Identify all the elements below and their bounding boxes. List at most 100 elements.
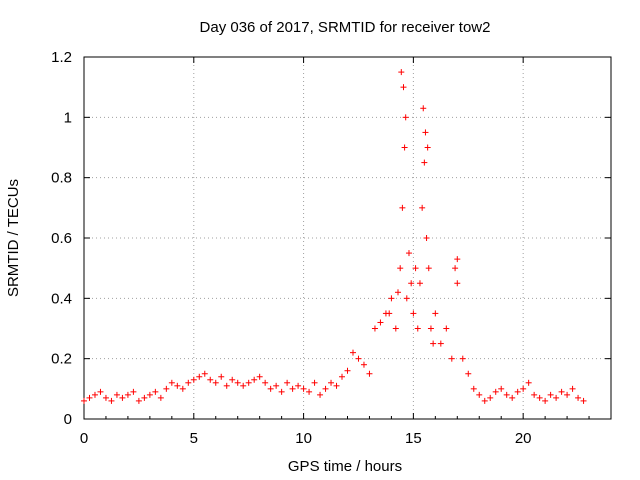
y-tick-label: 0.4 xyxy=(51,290,72,307)
data-point xyxy=(459,355,466,362)
plot-frame xyxy=(83,56,612,420)
y-axis-label: SRMTID / TECUs xyxy=(5,179,22,297)
data-point xyxy=(124,391,131,398)
data-point xyxy=(245,379,252,386)
data-point xyxy=(427,325,434,332)
data-point xyxy=(395,289,402,296)
data-point xyxy=(416,280,423,287)
data-point xyxy=(306,388,313,395)
data-point xyxy=(470,385,477,392)
data-point xyxy=(569,385,576,392)
data-point xyxy=(311,379,318,386)
data-point xyxy=(531,391,538,398)
data-point xyxy=(454,256,461,263)
data-point xyxy=(542,397,549,404)
data-point xyxy=(580,397,587,404)
data-point xyxy=(487,394,494,401)
data-point xyxy=(256,373,263,380)
data-point xyxy=(432,310,439,317)
data-point xyxy=(190,376,197,383)
data-point xyxy=(452,265,459,272)
data-point xyxy=(412,265,419,272)
x-tick-label: 5 xyxy=(190,430,198,447)
grid-lines xyxy=(84,57,611,419)
data-point xyxy=(403,295,410,302)
data-point xyxy=(135,397,142,404)
data-point xyxy=(423,235,430,241)
data-point xyxy=(141,394,148,401)
data-point xyxy=(392,325,399,332)
y-tick-label: 0 xyxy=(64,411,72,428)
data-point xyxy=(97,388,104,395)
data-point xyxy=(437,340,444,347)
data-point xyxy=(273,382,280,389)
data-point xyxy=(322,385,329,392)
data-point xyxy=(399,204,406,211)
data-point xyxy=(185,379,192,386)
axis-ticks: 0 5 10 15 20 0 0.2 0.4 0.6 0.8 1 1.2 xyxy=(51,49,612,447)
data-point xyxy=(408,280,415,287)
data-point xyxy=(229,376,236,383)
data-point xyxy=(564,391,571,398)
data-point xyxy=(333,382,340,389)
data-point xyxy=(339,373,346,380)
data-point xyxy=(251,376,258,383)
data-point xyxy=(300,385,307,392)
y-tick-label: 0.6 xyxy=(51,230,72,247)
data-point xyxy=(201,370,208,377)
data-point xyxy=(328,379,335,386)
data-point xyxy=(405,250,412,257)
data-point xyxy=(454,280,461,287)
data-point xyxy=(400,84,407,91)
data-point xyxy=(371,325,378,332)
y-tick-label: 0.8 xyxy=(51,170,72,187)
data-point xyxy=(212,379,219,386)
data-point xyxy=(421,159,428,166)
data-point xyxy=(196,373,203,380)
data-point xyxy=(386,310,393,317)
data-point xyxy=(240,382,247,389)
data-point xyxy=(553,394,560,401)
data-point xyxy=(401,144,408,151)
data-point xyxy=(234,379,241,386)
data-point xyxy=(157,394,164,401)
data-point xyxy=(422,129,429,136)
data-point xyxy=(81,397,87,404)
data-point xyxy=(520,385,527,392)
data-point xyxy=(398,69,405,76)
data-point xyxy=(179,385,186,392)
data-point xyxy=(509,394,516,401)
data-point xyxy=(443,325,450,332)
y-tick-label: 1 xyxy=(64,109,72,126)
data-point xyxy=(102,394,109,401)
data-point xyxy=(430,340,437,347)
data-point xyxy=(218,373,225,380)
data-point xyxy=(207,376,214,383)
data-point xyxy=(163,385,170,392)
chart-title: Day 036 of 2017, SRMTID for receiver tow… xyxy=(200,19,491,36)
data-point xyxy=(476,391,483,398)
data-point xyxy=(402,114,409,121)
data-point xyxy=(317,391,324,398)
data-point xyxy=(448,355,455,362)
data-point xyxy=(174,382,181,389)
x-axis-label: GPS time / hours xyxy=(288,458,402,475)
data-point xyxy=(278,388,285,395)
data-point xyxy=(295,382,302,389)
data-point xyxy=(514,388,521,395)
data-point xyxy=(525,379,532,386)
data-point xyxy=(419,204,426,211)
data-point xyxy=(410,310,417,317)
data-point xyxy=(289,385,296,392)
data-point xyxy=(267,385,274,392)
data-point xyxy=(355,355,362,362)
data-point xyxy=(360,361,367,368)
data-point xyxy=(284,379,291,386)
data-point xyxy=(130,388,137,395)
data-point xyxy=(377,319,384,326)
x-tick-label: 10 xyxy=(295,430,312,447)
data-point xyxy=(536,394,543,401)
data-point xyxy=(481,397,488,404)
data-point xyxy=(424,144,431,151)
